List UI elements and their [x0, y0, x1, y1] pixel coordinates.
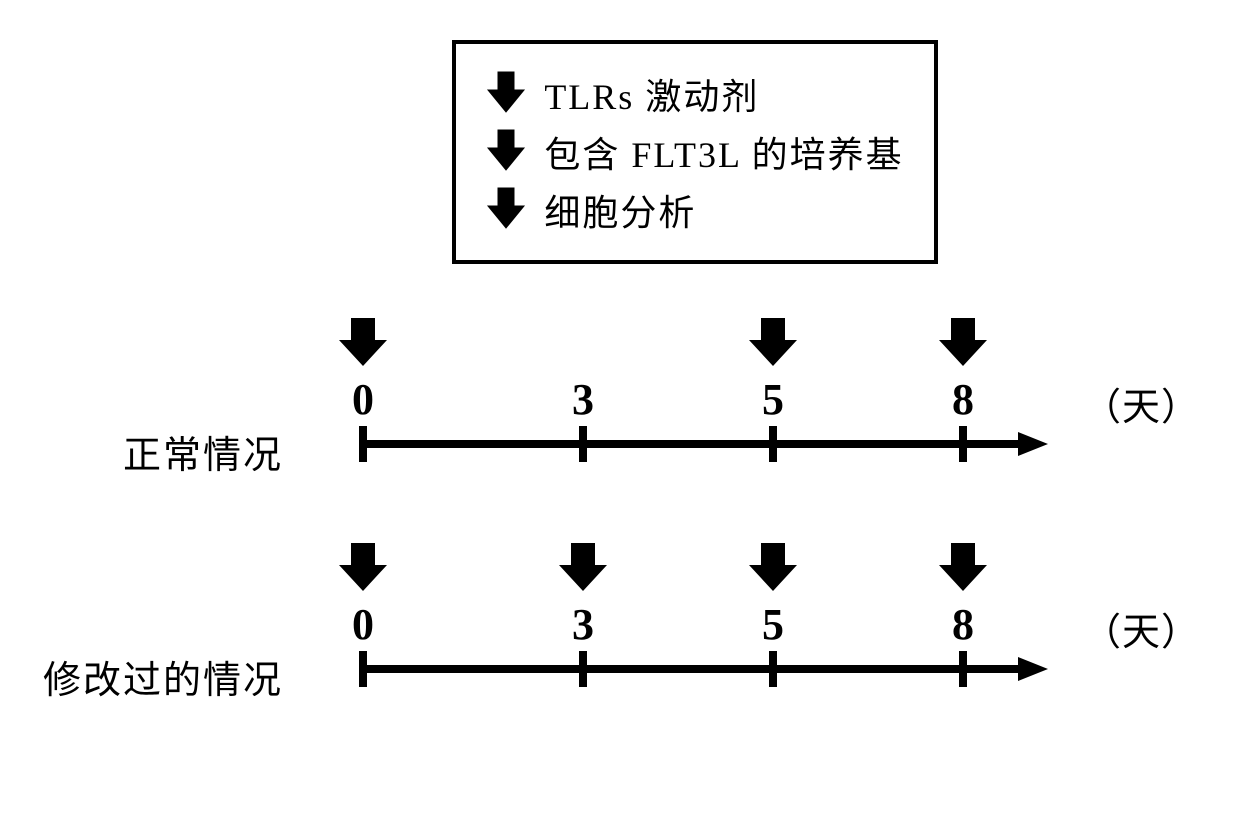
tick-number: 0 — [352, 600, 374, 649]
legend-row-2: 包含 FLT3L 的培养基 — [486, 126, 903, 178]
timelines-wrapper: 正常情况 0 3 5 8 — [40, 314, 1200, 704]
timeline-modified: 修改过的情况 0 — [40, 539, 1200, 704]
event-arrow-icon — [749, 543, 797, 591]
timeline-label-normal: 正常情况 — [40, 424, 283, 479]
event-arrow-icon — [559, 543, 607, 591]
tick-number: 3 — [572, 375, 594, 424]
timeline-axis-modified: 0 3 5 8 — [303, 539, 1063, 699]
down-arrow-icon — [486, 70, 526, 119]
tick-number: 8 — [952, 600, 974, 649]
legend-row-1: TLRs 激动剂 — [486, 68, 903, 120]
event-arrow-icon — [749, 318, 797, 366]
legend-row-3: 细胞分析 — [486, 184, 903, 236]
legend-box: TLRs 激动剂 包含 FLT3L 的培养基 细胞分析 — [452, 40, 937, 264]
legend-label-3: 细胞分析 — [544, 184, 696, 236]
event-arrow-icon — [339, 318, 387, 366]
event-arrow-icon — [339, 543, 387, 591]
timeline-svg-normal: 0 3 5 8 — [303, 314, 1063, 479]
tick-number: 3 — [572, 600, 594, 649]
unit-label-modified: （天） — [1083, 601, 1200, 704]
axis-arrowhead-icon — [1018, 432, 1048, 456]
timeline-svg-modified: 0 3 5 8 — [303, 539, 1063, 704]
unit-label-normal: （天） — [1083, 376, 1200, 479]
legend-label-2: 包含 FLT3L 的培养基 — [544, 126, 903, 178]
tick-number: 8 — [952, 375, 974, 424]
down-arrow-icon — [486, 186, 526, 235]
timeline-label-modified: 修改过的情况 — [40, 649, 283, 704]
tick-number: 0 — [352, 375, 374, 424]
event-arrow-icon — [939, 318, 987, 366]
figure-container: TLRs 激动剂 包含 FLT3L 的培养基 细胞分析 正常情况 — [40, 40, 1200, 704]
timeline-axis-normal: 0 3 5 8 — [303, 314, 1063, 474]
timeline-normal: 正常情况 0 3 5 8 — [40, 314, 1200, 479]
legend-label-1: TLRs 激动剂 — [544, 68, 759, 120]
tick-number: 5 — [762, 375, 784, 424]
down-arrow-icon — [486, 128, 526, 177]
tick-number: 5 — [762, 600, 784, 649]
axis-arrowhead-icon — [1018, 657, 1048, 681]
event-arrow-icon — [939, 543, 987, 591]
